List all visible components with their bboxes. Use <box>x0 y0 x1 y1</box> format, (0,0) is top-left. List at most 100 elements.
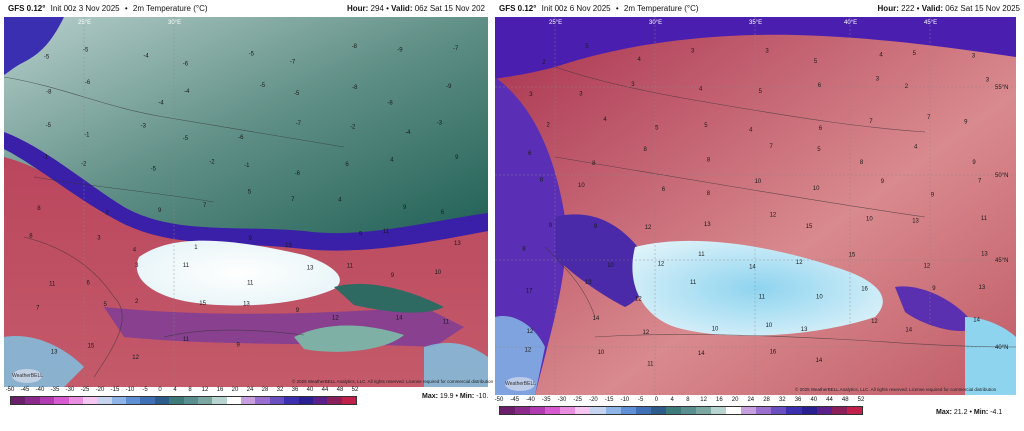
temperature-value-label: 12 <box>643 330 650 336</box>
temperature-value-label: 12 <box>635 297 642 303</box>
temperature-value-label: -5 <box>46 123 52 129</box>
temperature-value-label: 13 <box>912 219 919 225</box>
temperature-value-label: -7 <box>296 121 302 127</box>
temperature-value-label: 10 <box>816 294 823 300</box>
left-map-svg: -5 -5 -4 -6 -5 -7 -8 -9 -7 -8 -6 -4 -4 -5 -5 -8 -8 -9 -5 -1… <box>4 17 488 387</box>
right-max-min: Max: 21.2 • Min: -4.1 <box>936 409 1003 416</box>
temperature-value-label: 9 <box>403 205 407 211</box>
temperature-value-label: 9 <box>158 208 162 214</box>
temperature-value-label: 12 <box>658 262 665 268</box>
colorbar-tick-label: -35 <box>50 387 60 393</box>
colorbar-segment <box>169 397 184 404</box>
temperature-value-label: -6 <box>85 80 91 86</box>
temperature-value-label: 7 <box>203 203 207 209</box>
colorbar-tick-label: 8 <box>188 387 192 393</box>
longitude-label: 25°E <box>549 20 562 26</box>
colorbar-tick-label: -15 <box>110 387 120 393</box>
temperature-value-label: 5 <box>814 59 818 65</box>
colorbar-segment <box>741 407 757 414</box>
temperature-value-label: 11 <box>183 337 190 343</box>
colorbar-tick-label: 24 <box>747 397 755 403</box>
temperature-value-label: 3 <box>579 91 583 97</box>
temperature-value-label: 11 <box>247 281 254 287</box>
colorbar-segment <box>284 397 299 404</box>
left-colorbar-ticks: -50 -45 -40 -35 -30 -25 -20 -15 -10 -5 0 4 8 12 16 20 24… <box>6 387 359 395</box>
temperature-value-label: -5 <box>294 91 300 97</box>
colorbar-segment <box>241 397 256 404</box>
left-init-time: Init 00z 3 Nov 2025 <box>50 4 120 13</box>
temperature-value-label: 13 <box>454 241 461 247</box>
temperature-value-label: 8 <box>29 234 33 240</box>
colorbar-segment <box>801 407 817 414</box>
temperature-value-label: 6 <box>87 281 91 287</box>
longitude-label: 45°E <box>924 20 937 26</box>
colorbar-segment <box>68 397 83 404</box>
left-logo: WeatherBELL <box>12 369 43 383</box>
temperature-value-label: 11 <box>383 229 390 235</box>
colorbar-tick-label: -30 <box>557 397 567 403</box>
left-hour-valid: Hour: 294 • Valid: 06z Sat 15 Nov 202 <box>346 4 485 13</box>
temperature-value-label: 14 <box>749 265 756 271</box>
temperature-value-label: 12 <box>527 329 534 335</box>
colorbar-segment <box>255 397 270 404</box>
temperature-value-label: 11 <box>698 252 705 258</box>
colorbar-segment <box>650 407 666 414</box>
temperature-value-label: 11 <box>759 295 766 301</box>
temperature-value-label: 2 <box>542 60 546 66</box>
temperature-value-label: 5 <box>913 51 917 57</box>
temperature-value-label: 10 <box>598 350 605 356</box>
temperature-value-label: 6 <box>441 210 445 216</box>
temperature-value-label: -8 <box>387 101 393 107</box>
colorbar-segment <box>696 407 712 414</box>
colorbar-segment <box>226 397 241 404</box>
colorbar-segment <box>312 397 328 404</box>
colorbar-tick-label: 12 <box>700 397 707 403</box>
temperature-value-label: 3 <box>691 48 695 54</box>
colorbar-tick-label: -25 <box>80 387 90 393</box>
temperature-value-label: 10 <box>866 217 873 223</box>
colorbar-tick-label: 16 <box>216 387 224 393</box>
colorbar-tick-label: -50 <box>494 397 504 403</box>
temperature-value-label: 14 <box>396 315 403 321</box>
colorbar-tick-label: 44 <box>826 397 833 403</box>
temperature-value-label: -6 <box>295 171 301 177</box>
colorbar-segment <box>11 397 26 404</box>
temperature-value-label: 5 <box>248 190 252 196</box>
temperature-value-label: 6 <box>818 83 822 89</box>
temperature-value-label: 2 <box>135 299 139 305</box>
temperature-value-label: 10 <box>755 179 762 185</box>
colorbar-tick-label: -15 <box>604 397 614 403</box>
temperature-value-label: 17 <box>526 289 533 295</box>
colorbar-tick-label: 52 <box>351 387 359 393</box>
colorbar-segment <box>726 407 742 414</box>
longitude-label: 25°E <box>78 20 91 26</box>
temperature-value-label: 6 <box>528 151 532 157</box>
colorbar-segment <box>212 397 227 404</box>
temperature-value-label: 4 <box>749 127 753 133</box>
colorbar-segment <box>97 397 112 404</box>
temperature-value-label: 4 <box>879 52 883 58</box>
temperature-value-label: -1 <box>43 154 49 160</box>
temperature-value-label: -2 <box>209 160 215 166</box>
colorbar-segment <box>197 397 213 404</box>
temperature-value-label: -6 <box>238 135 244 141</box>
colorbar-segment <box>39 397 55 404</box>
colorbar-segment <box>54 397 69 404</box>
colorbar-tick-label: 0 <box>654 397 659 403</box>
colorbar-tick-label: 20 <box>231 387 239 393</box>
temperature-value-label: 13 <box>981 251 988 257</box>
right-map-svg: 25°E 30°E 35°E 40°E 45°E 55°N50°N45°N40°N 25… <box>495 17 1016 395</box>
colorbar-segment <box>711 407 727 414</box>
temperature-value-label: 4 <box>603 117 607 123</box>
colorbar-segment <box>327 397 342 404</box>
colorbar-segment <box>530 407 546 414</box>
temperature-value-label: 9 <box>249 236 253 242</box>
colorbar-tick-label: 40 <box>810 397 818 403</box>
temperature-value-label: 3 <box>986 77 990 83</box>
colorbar-tick-label: 4 <box>670 397 674 403</box>
temperature-value-label: -2 <box>81 161 87 167</box>
right-max-value: 21.2 <box>953 409 968 416</box>
temperature-value-label: -4 <box>184 89 190 95</box>
temperature-value-label: 5 <box>817 147 821 153</box>
